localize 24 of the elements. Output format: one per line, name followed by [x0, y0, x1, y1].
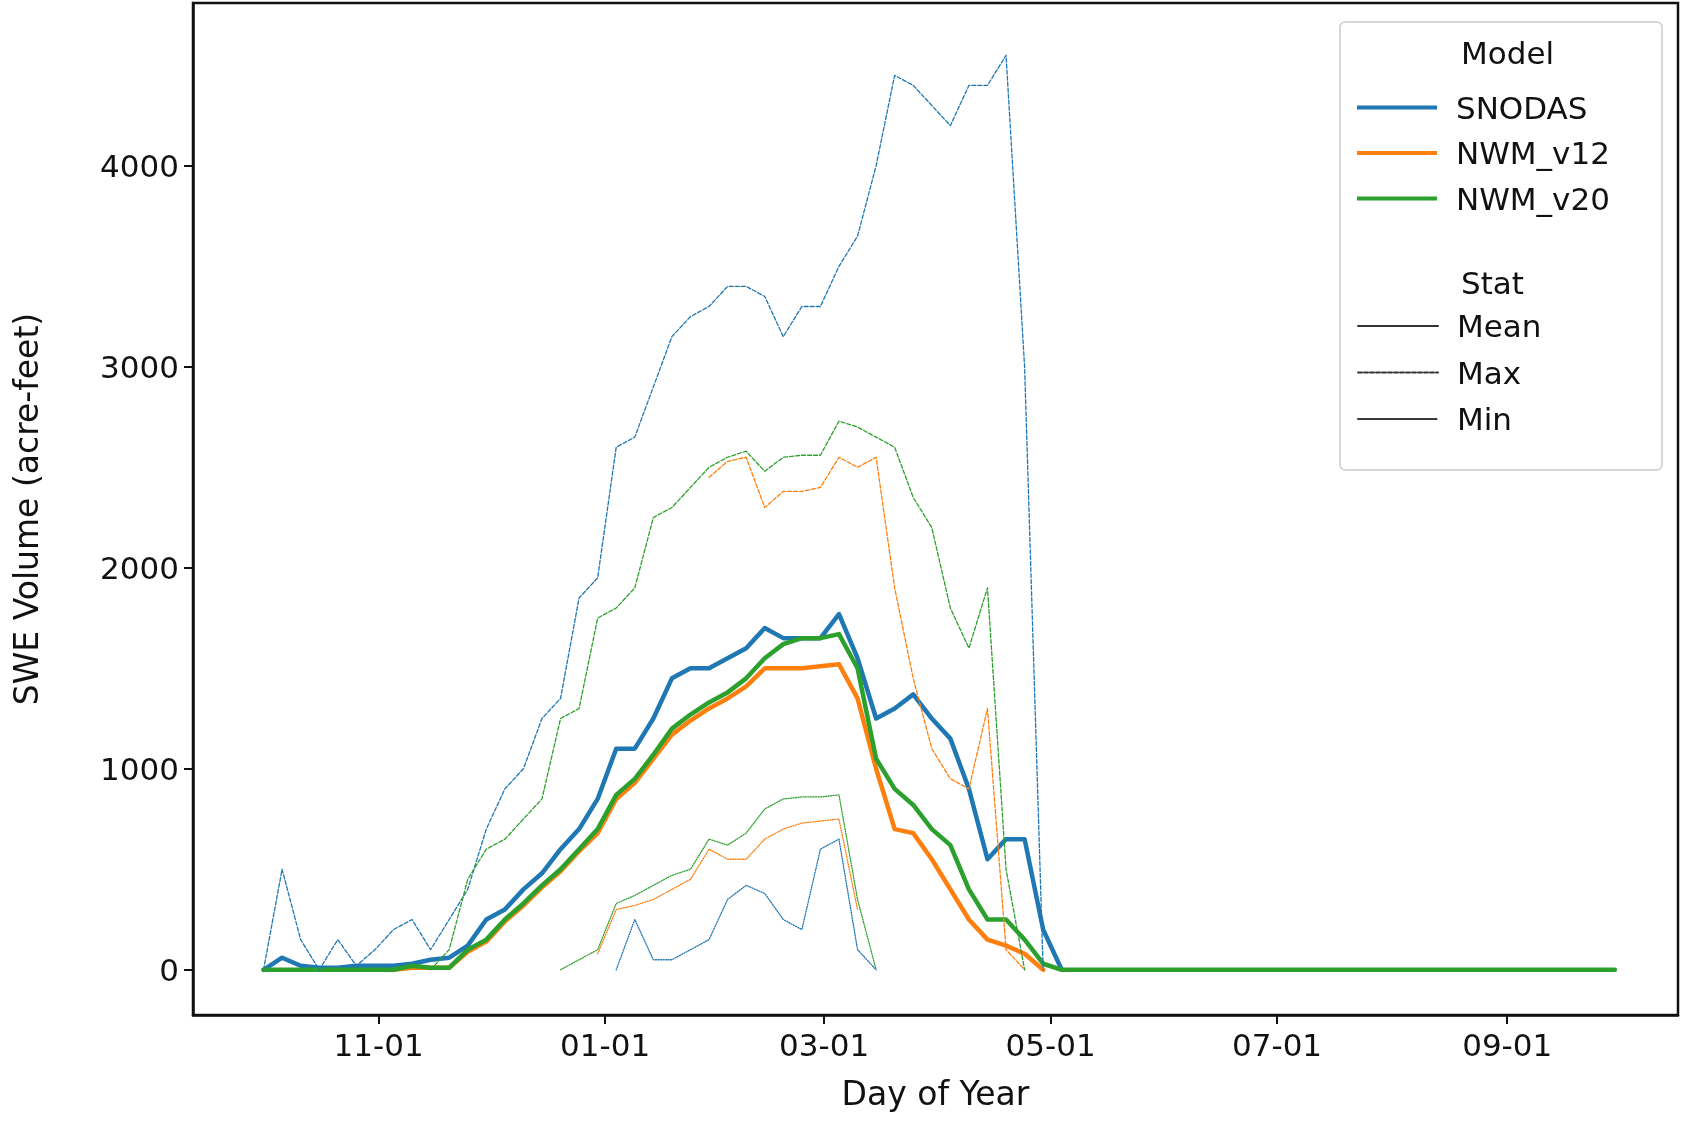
legend-title: Model: [1461, 34, 1555, 71]
legend-label: Mean: [1457, 308, 1542, 344]
legend-label: Min: [1457, 401, 1513, 437]
y-axis-title: SWE Volume (acre-feet): [7, 312, 46, 706]
legend-label: SNODAS: [1456, 89, 1588, 126]
line-series: [615, 838, 877, 971]
y-tick-label: 4000: [100, 147, 179, 184]
x-axis-title: Day of Year: [841, 1074, 1030, 1113]
legend-label: NWM_v20: [1456, 180, 1610, 217]
x-tick-label: 07-01: [1232, 1026, 1323, 1063]
line-series: [597, 818, 859, 955]
y-tick-label: 3000: [100, 348, 179, 385]
x-tick-label: 09-01: [1462, 1026, 1553, 1063]
x-tick-label: 05-01: [1005, 1026, 1096, 1063]
annotation: Stat: [1461, 265, 1524, 301]
y-tick-label: 0: [159, 951, 179, 988]
x-tick-label: 01-01: [560, 1026, 651, 1063]
y-tick-label: 1000: [100, 750, 179, 787]
legend-label: Max: [1457, 354, 1522, 391]
x-tick-label: 11-01: [333, 1026, 424, 1063]
x-tick-label: 03-01: [779, 1026, 870, 1063]
legend-label: NWM_v12: [1456, 135, 1610, 171]
line-series: [559, 794, 877, 971]
y-tick-label: 2000: [100, 549, 179, 586]
